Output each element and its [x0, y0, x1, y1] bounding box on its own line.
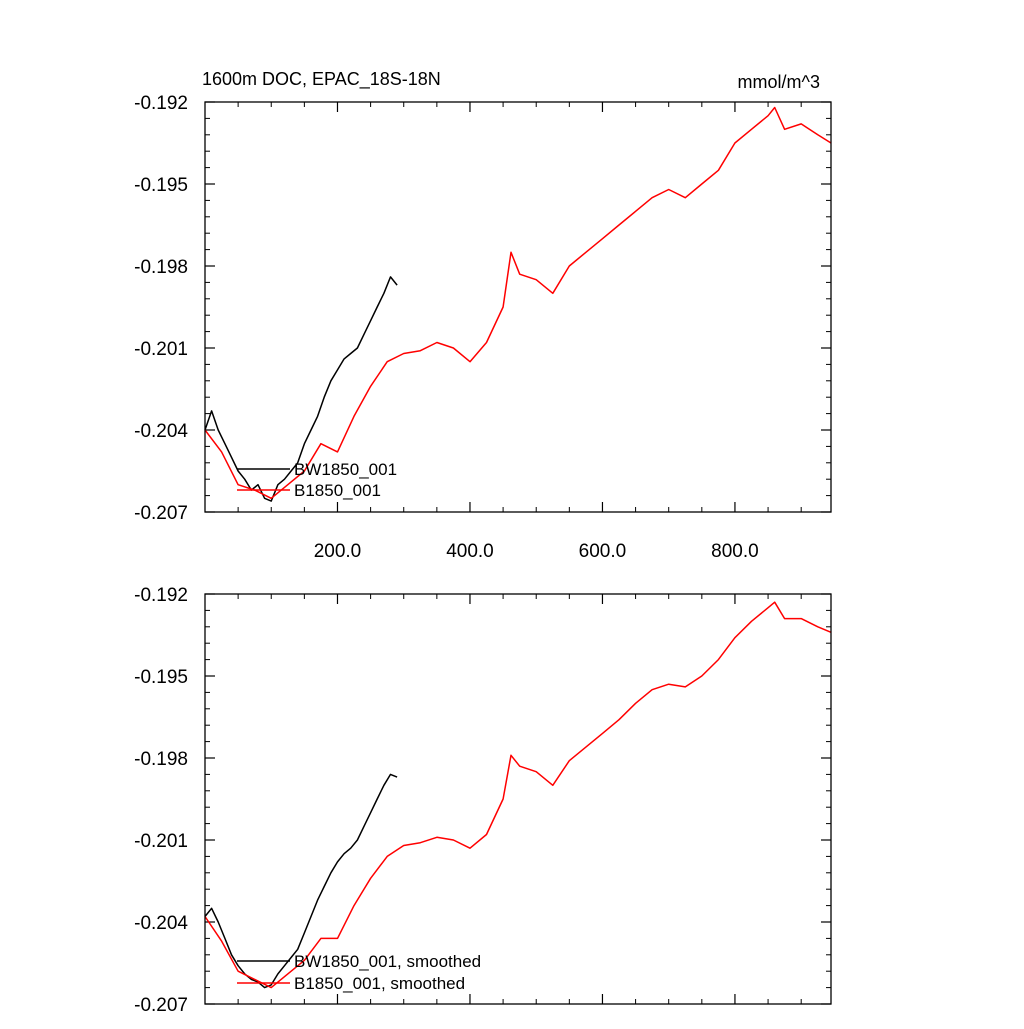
series-line-bw1850 — [204, 773, 398, 989]
top-panel-frame — [204, 101, 832, 513]
x-tick-label: 800.0 — [711, 541, 759, 562]
series-line-b1850 — [204, 601, 832, 989]
y-tick-label: -0.198 — [134, 257, 188, 278]
bottom-panel-series — [204, 601, 832, 989]
y-tick-label: -0.192 — [134, 93, 188, 114]
legend-label-bw1850: BW1850_001 — [294, 460, 397, 479]
y-tick-label: -0.195 — [134, 175, 188, 196]
y-tick-label: -0.192 — [134, 585, 188, 606]
top-panel-ticks: -0.192 -0.195 -0.198 -0.201 -0.204 -0.207 200.… — [134, 93, 831, 562]
bottom-legend: BW1850_001, smoothed B1850_001, smoothed — [237, 952, 481, 993]
y-tick-label: -0.198 — [134, 749, 188, 770]
y-tick-label: -0.201 — [134, 831, 188, 852]
y-tick-label: -0.204 — [134, 913, 188, 934]
top-legend: BW1850_001 B1850_001 — [237, 460, 397, 500]
y-tick-label: -0.201 — [134, 339, 188, 360]
x-tick-label: 200.0 — [314, 541, 362, 562]
top-panel-series — [204, 106, 832, 502]
y-tick-label: -0.207 — [134, 995, 188, 1016]
units-label: mmol/m^3 — [738, 72, 820, 92]
legend-label-bw1850-smoothed: BW1850_001, smoothed — [294, 952, 481, 971]
bottom-panel: -0.192 -0.195 -0.198 -0.201 -0.204 -0.207 BW1… — [134, 585, 832, 1016]
x-tick-label: 600.0 — [579, 541, 627, 562]
y-tick-label: -0.207 — [134, 503, 188, 524]
y-tick-label: -0.204 — [134, 421, 188, 442]
y-tick-label: -0.195 — [134, 667, 188, 688]
legend-label-b1850-smoothed: B1850_001, smoothed — [294, 974, 465, 993]
legend-label-b1850: B1850_001 — [294, 481, 381, 500]
series-line-b1850 — [204, 106, 832, 500]
bottom-panel-frame — [204, 593, 832, 1005]
x-tick-label: 400.0 — [446, 541, 494, 562]
bottom-panel-ticks: -0.192 -0.195 -0.198 -0.201 -0.204 -0.207 — [134, 585, 831, 1016]
top-panel: 1600m DOC, EPAC_18S-18N mmol/m^3 -0.192-… — [134, 69, 832, 562]
chart-title: 1600m DOC, EPAC_18S-18N — [202, 69, 441, 90]
